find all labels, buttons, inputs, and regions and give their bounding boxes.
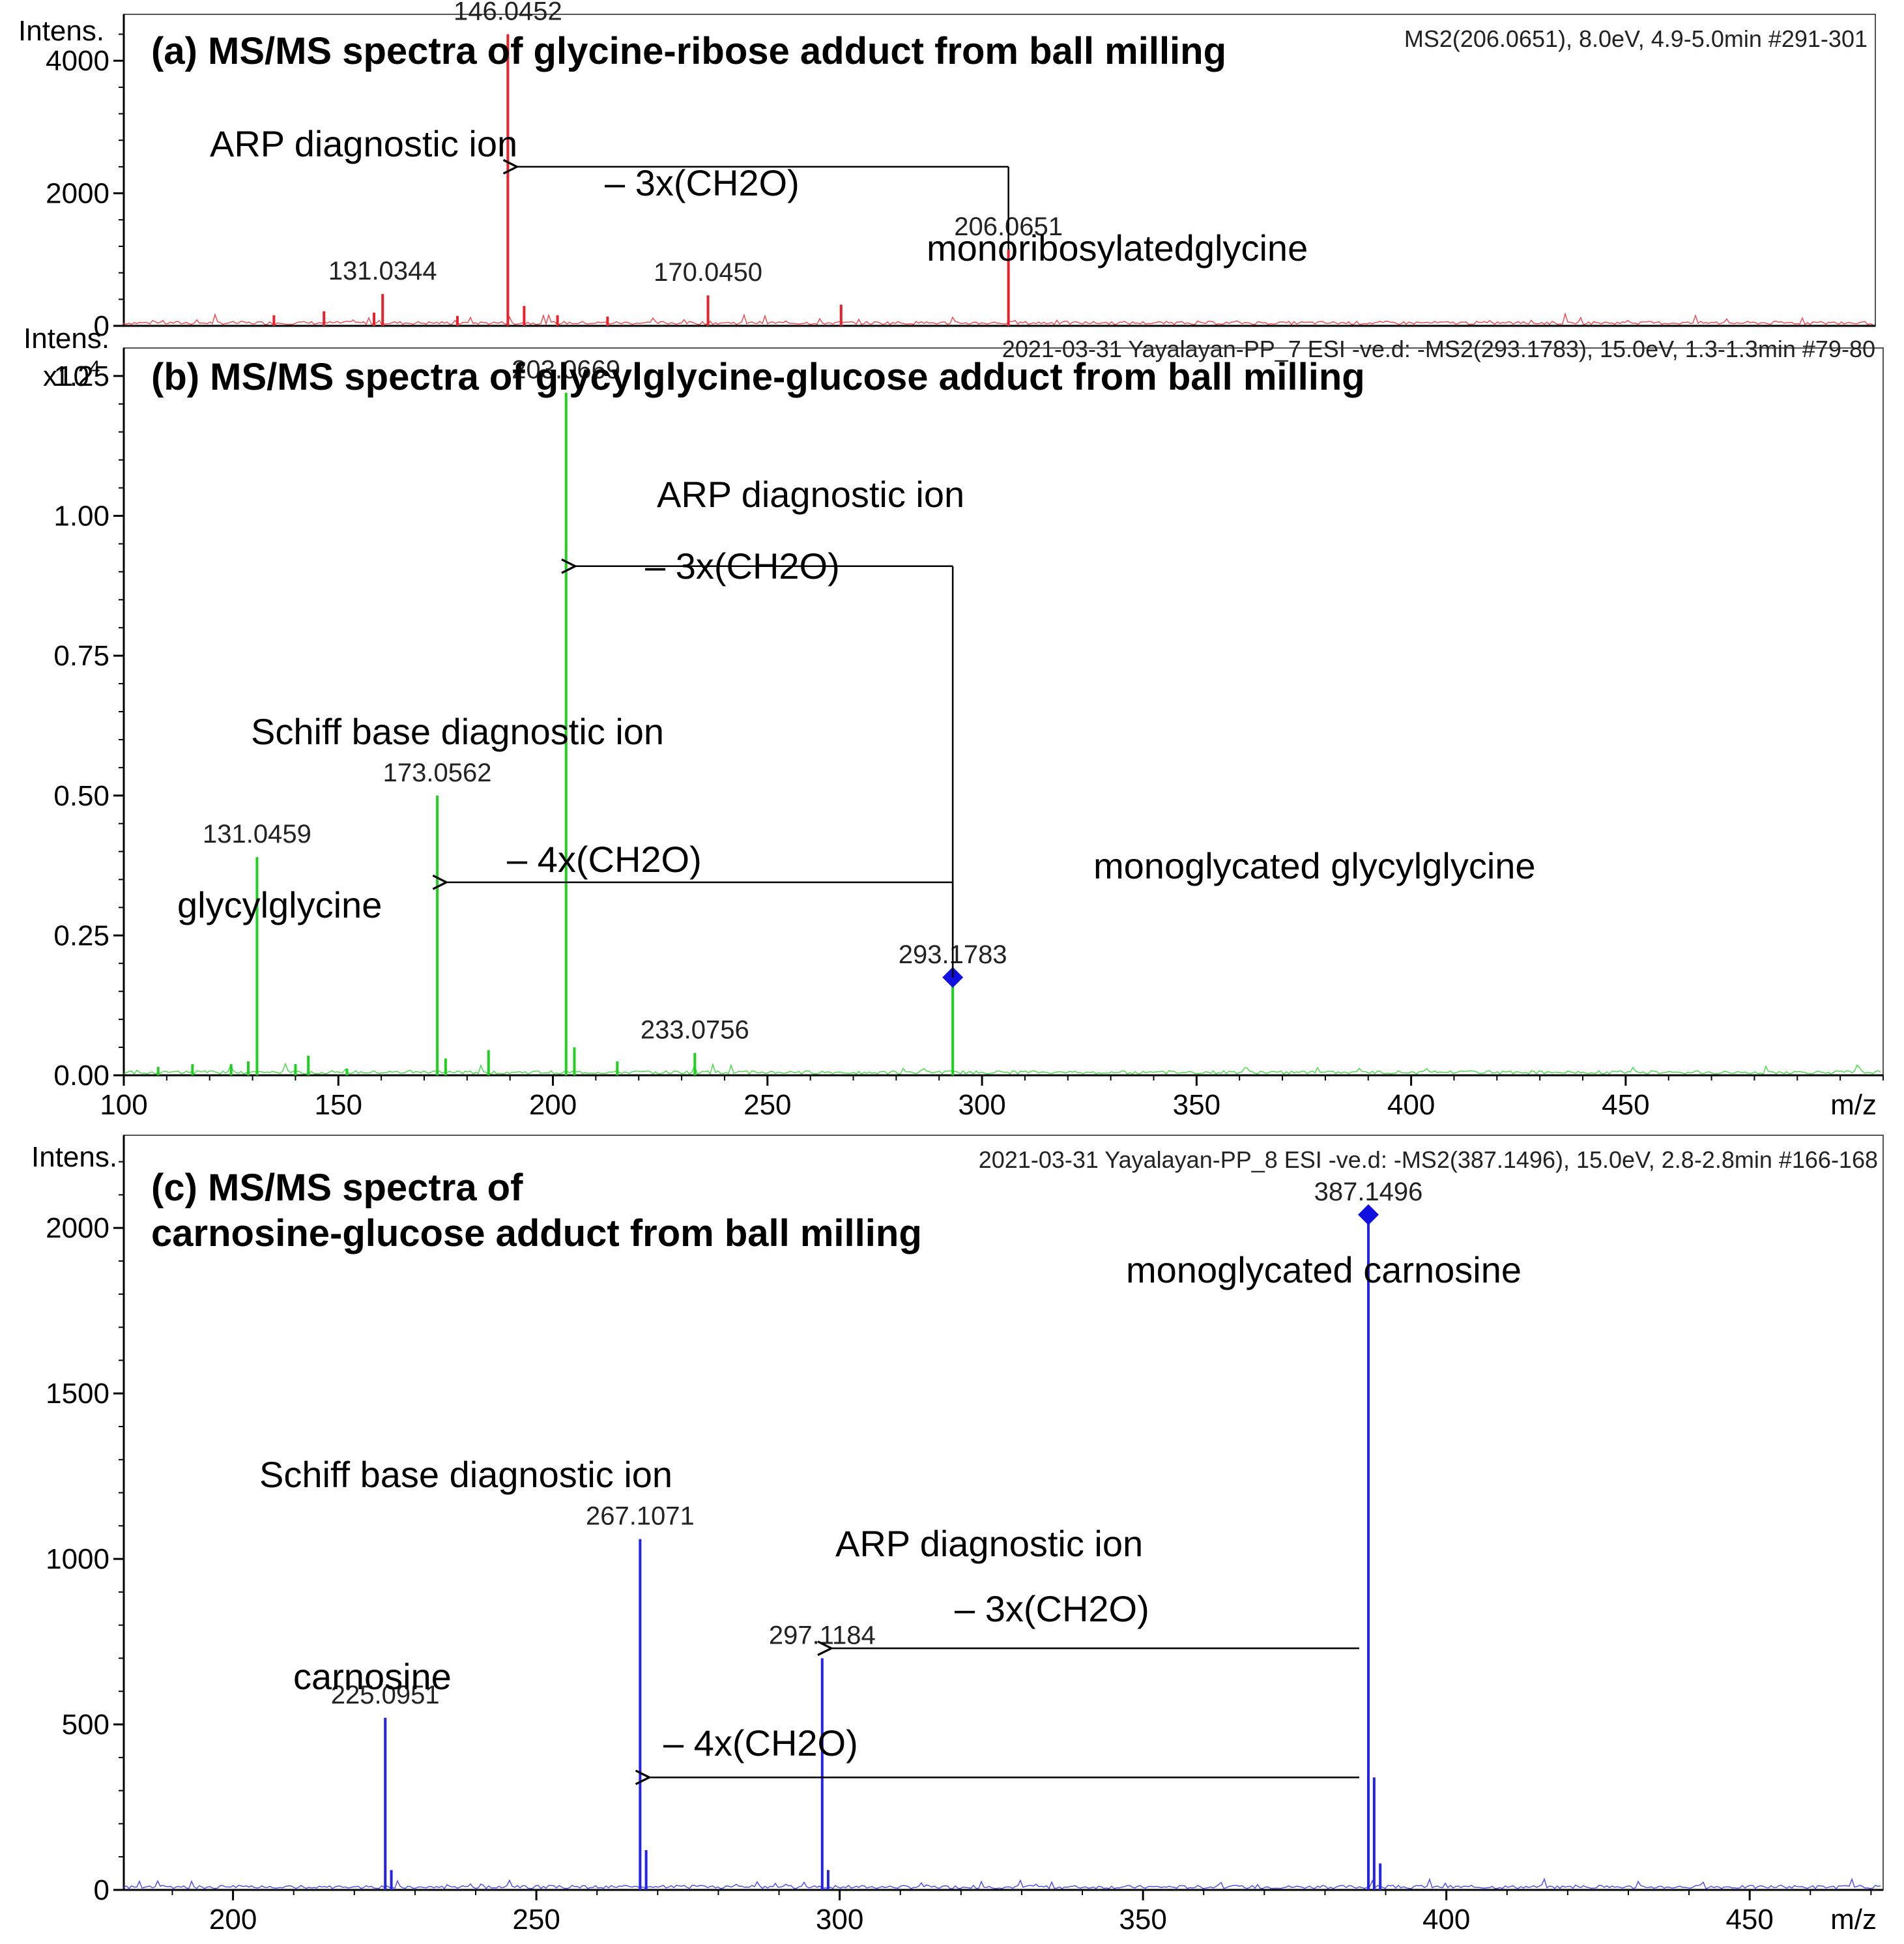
- y-tick-label: 0.25: [53, 920, 109, 951]
- peak-mz-label: 387.1496: [1314, 1178, 1423, 1206]
- peak-annotation-label: – 3x(CH2O): [955, 1588, 1149, 1629]
- peak-annotation-label: monoglycated glycylglycine: [1093, 845, 1536, 886]
- x-axis-label: m/z: [1830, 1904, 1877, 1936]
- y-tick-label: 0.00: [53, 1060, 109, 1092]
- peak-annotation-label: – 4x(CH2O): [663, 1722, 858, 1763]
- y-scale-exponent: 4: [89, 357, 100, 379]
- baseline-noise: [123, 312, 1873, 326]
- x-tick-label: 150: [315, 1089, 362, 1121]
- y-axis-label: Intens.: [31, 1141, 117, 1173]
- x-tick-label: 250: [512, 1904, 560, 1936]
- peak-mz-label: 225.0951: [331, 1681, 440, 1709]
- x-tick-label: 450: [1602, 1089, 1649, 1121]
- peak-annotation-label: carnosine: [293, 1656, 452, 1697]
- x-tick-label: 300: [958, 1089, 1005, 1121]
- y-axis-label: Intens.: [18, 15, 104, 47]
- peak-mz-label: 203.0669: [512, 356, 620, 384]
- peak-annotation-label: ARP diagnostic ion: [657, 474, 964, 515]
- peak-annotation-label: Schiff base diagnostic ion: [259, 1454, 672, 1495]
- panel-title: (a) MS/MS spectra of glycine-ribose addu…: [151, 30, 1226, 72]
- acquisition-info: 2021-03-31 Yayalayan-PP_7 ESI -ve.d: -MS…: [1002, 336, 1875, 362]
- panel-b: 0.00 0.25 0.50 0.75 1.00 1.25 100 150 200 250 300 3…: [23, 323, 1884, 1121]
- panel-c: 0 500 1000 1500 2000 200 250 300 350 400 450 m/z 225…: [31, 1135, 1884, 1936]
- peak-mz-label: 297.1184: [769, 1621, 876, 1649]
- panel-title-line2: carnosine-glucose adduct from ball milli…: [151, 1212, 922, 1255]
- y-tick-label: 0: [94, 1874, 109, 1906]
- baseline-noise: [123, 1062, 1881, 1075]
- peak-annotation-label: glycylglycine: [177, 884, 382, 925]
- peak-annotation-label: monoribosylatedglycine: [927, 227, 1308, 268]
- peak-annotation-label: monoglycated carnosine: [1126, 1249, 1522, 1290]
- x-tick-label: 300: [816, 1904, 863, 1936]
- x-tick-label: 200: [529, 1089, 577, 1121]
- panel-a: 020004000131.0344146.0452170.0450206.065…: [18, 0, 1876, 342]
- peak-annotation-label: Schiff base diagnostic ion: [251, 711, 664, 752]
- acquisition-info: MS2(206.0651), 8.0eV, 4.9-5.0min #291-30…: [1404, 25, 1868, 52]
- x-tick-label: 350: [1119, 1904, 1166, 1936]
- peak-mz-label: 170.0450: [654, 258, 762, 287]
- peak-mz-label: 131.0459: [203, 820, 311, 849]
- peak-annotation-label: ARP diagnostic ion: [210, 123, 517, 164]
- peak-annotation-label: – 3x(CH2O): [645, 545, 840, 587]
- baseline-noise: [123, 1878, 1881, 1890]
- y-tick-label: 4000: [46, 45, 109, 77]
- peak-annotation-label: – 3x(CH2O): [605, 162, 800, 203]
- y-tick-label: 500: [62, 1709, 109, 1741]
- y-tick-label: 1000: [46, 1543, 109, 1575]
- x-tick-label: 450: [1725, 1904, 1773, 1936]
- peak-mz-label: 173.0562: [383, 759, 492, 787]
- y-tick-label: 1500: [46, 1378, 109, 1410]
- peak-annotation-label: – 4x(CH2O): [507, 839, 702, 880]
- peak-mz-label: 131.0344: [328, 257, 437, 285]
- y-tick-label: 0.75: [53, 640, 109, 672]
- y-tick-label: 0.50: [53, 780, 109, 812]
- y-axis-label: Intens.: [23, 323, 109, 355]
- peak-mz-label: 233.0756: [641, 1016, 749, 1045]
- x-tick-label: 400: [1422, 1904, 1470, 1936]
- y-tick-label: 1.00: [53, 501, 109, 532]
- x-tick-label: 250: [743, 1089, 791, 1121]
- y-tick-label: 2000: [46, 178, 109, 210]
- y-tick-label: 1.25: [53, 360, 109, 392]
- panel-title: (c) MS/MS spectra of: [151, 1167, 523, 1209]
- peak-mz-label: 267.1071: [586, 1502, 695, 1531]
- precursor-diamond-marker: [1358, 1204, 1379, 1225]
- peak-annotation-label: ARP diagnostic ion: [835, 1523, 1143, 1564]
- y-tick-label: 0: [94, 310, 109, 342]
- x-tick-label: 350: [1173, 1089, 1220, 1121]
- x-axis-label: m/z: [1830, 1089, 1877, 1121]
- acquisition-info: 2021-03-31 Yayalayan-PP_8 ESI -ve.d: -MS…: [979, 1146, 1878, 1173]
- y-tick-label: 2000: [46, 1212, 109, 1244]
- x-tick-label: 100: [100, 1089, 147, 1121]
- x-tick-label: 200: [209, 1904, 257, 1936]
- x-tick-label: 400: [1387, 1089, 1435, 1121]
- panel-title: (b) MS/MS spectra of glycylglycine-gluco…: [151, 356, 1365, 398]
- peak-mz-label: 146.0452: [454, 0, 562, 26]
